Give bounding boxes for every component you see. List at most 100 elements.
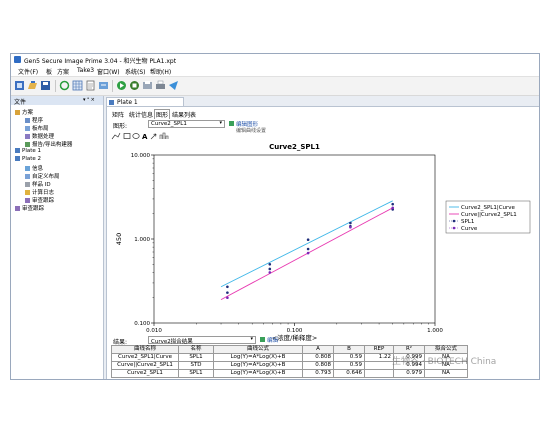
subtab-results-list[interactable]: 结果列表 <box>172 112 197 119</box>
subtab-statistics[interactable]: 统计信息 <box>129 112 154 119</box>
tree-item-calc-log[interactable]: 计算日志 <box>25 188 54 196</box>
subtab-graph[interactable]: 图形 <box>154 109 171 119</box>
menu-take3[interactable]: Take3 <box>77 67 95 74</box>
rectangle-tool-icon[interactable] <box>123 133 131 139</box>
edit-result-button[interactable]: 编辑 <box>267 338 279 344</box>
menu-help[interactable]: 帮助(H) <box>150 69 172 76</box>
arrow-tool-icon[interactable] <box>150 133 157 140</box>
column-header[interactable]: A <box>302 345 334 354</box>
column-header[interactable]: R² <box>393 345 425 354</box>
spl1-point[interactable] <box>268 262 272 266</box>
graph-label: 图形: <box>113 123 128 130</box>
spl1-point[interactable] <box>306 247 310 251</box>
print-preview-icon[interactable] <box>142 80 153 91</box>
refresh-icon[interactable] <box>59 80 70 91</box>
read-plate-icon[interactable] <box>116 80 127 91</box>
export-icon[interactable] <box>98 80 109 91</box>
column-header[interactable]: 名称 <box>178 345 214 354</box>
file-panel-header: 文件 ▾ ᵃ × <box>11 96 103 106</box>
fit-line-sample[interactable] <box>220 200 393 288</box>
cancel-read-icon[interactable] <box>129 80 140 91</box>
new-file-icon[interactable] <box>14 80 25 91</box>
menu-window[interactable]: 窗口(W) <box>97 69 120 76</box>
result-label: 结果: <box>113 339 128 346</box>
graph-select[interactable]: Curve2_SPL1 ▾ <box>148 120 225 128</box>
spl1-point[interactable] <box>226 291 229 294</box>
tree-item-sample-id[interactable]: 样品 ID <box>25 180 51 188</box>
tree-item-info[interactable]: 信息 <box>25 164 43 172</box>
table-cell: 0.59 <box>333 353 365 362</box>
tree-item-plate-2[interactable]: Plate 2 <box>15 156 41 162</box>
curve-point[interactable] <box>391 206 395 210</box>
table-row[interactable]: Curve||Curve2_SPL1 STD Log(Y)=A*Log(X)+B 0.… <box>111 361 468 370</box>
watermark: 生物谷 · BIOTECH China <box>392 357 497 367</box>
table-cell: Curve2_SPL1|Curve <box>111 353 179 362</box>
edit-result-icon[interactable] <box>260 337 265 342</box>
report-icon[interactable] <box>85 80 96 91</box>
menu-plate[interactable]: 板 <box>46 69 53 76</box>
spl1-point[interactable] <box>306 238 310 242</box>
column-header[interactable]: REP <box>364 345 394 354</box>
column-header[interactable]: 拟合公式 <box>424 345 468 354</box>
app-window: Gen5 Secure Image Prime 3.04 - 和兴生物 PLA1… <box>10 53 540 380</box>
tree-item-protocol[interactable]: 方案 <box>15 108 33 116</box>
svg-text:A: A <box>142 133 148 140</box>
curve-point[interactable] <box>349 225 352 229</box>
tree-item-report-builder[interactable]: 报告/导出构建器 <box>25 140 72 148</box>
tree-item-plate-layout[interactable]: 板布局 <box>25 124 49 132</box>
print-icon[interactable] <box>155 80 166 91</box>
spl1-point[interactable] <box>268 267 272 271</box>
layout-icon <box>25 174 30 179</box>
text-tool-icon[interactable]: A <box>142 133 148 141</box>
tab-plate-1[interactable]: Plate 1 <box>106 97 184 107</box>
curve-point[interactable] <box>226 296 229 300</box>
panel-controls-icon[interactable]: ▾ ᵃ × <box>83 97 95 103</box>
window-title: Gen5 Secure Image Prime 3.04 - 和兴生物 PLA1… <box>24 58 177 65</box>
tree-item-data-reduction[interactable]: 数据处理 <box>25 132 54 140</box>
tree-item-audit-trail-root[interactable]: 审查跟踪 <box>15 204 44 212</box>
plot-frame <box>153 154 436 324</box>
toolbar <box>11 77 539 96</box>
fit-line-standard[interactable] <box>220 207 393 300</box>
edit-graph-tooltip: 编辑曲线设置 <box>236 128 267 134</box>
plate-grid-icon[interactable] <box>72 80 83 91</box>
open-file-icon[interactable] <box>27 80 38 91</box>
edit-graph-button[interactable]: 编辑图形 <box>236 122 259 128</box>
tree-item-procedure[interactable]: 程序 <box>25 116 43 124</box>
subtab-matrix[interactable]: 矩阵 <box>112 112 125 119</box>
spl1-point[interactable] <box>226 285 229 289</box>
chevron-down-icon: ▾ <box>250 336 253 342</box>
ellipse-tool-icon[interactable] <box>132 133 140 139</box>
tree-item-plate-1[interactable]: Plate 1 <box>15 148 41 154</box>
curve-point[interactable] <box>306 251 310 255</box>
menu-bar: 文件(F) 板 方案 Take3 窗口(W) 系统(S) 帮助(H) <box>11 65 539 77</box>
table-row[interactable]: Curve2_SPL1 SPL1 Log(Y)=A*Log(X)+B 0.793 0.6… <box>111 369 468 378</box>
data-icon <box>25 134 30 139</box>
result-select[interactable]: Curve2拟合结果 ▾ <box>148 336 256 345</box>
x-axis-label: <浓度/稀释度> <box>272 333 318 341</box>
y-tick-label: 0.100 <box>134 321 150 327</box>
edit-graph-icon[interactable] <box>229 121 234 126</box>
save-icon[interactable] <box>40 80 51 91</box>
spl1-point[interactable] <box>349 221 352 225</box>
app-icon <box>14 56 21 63</box>
id-icon <box>25 182 30 187</box>
line-tool-icon[interactable] <box>111 132 121 140</box>
legend-label: Curve2_SPL1|Curve <box>461 205 516 211</box>
column-header[interactable]: B <box>333 345 365 354</box>
menu-system[interactable]: 系统(S) <box>125 69 146 76</box>
curve-point[interactable] <box>268 271 272 274</box>
tree-item-audit-trail[interactable]: 审查跟踪 <box>25 196 54 204</box>
menu-file[interactable]: 文件(F) <box>18 69 39 76</box>
column-header[interactable]: 曲线名称 <box>111 345 179 354</box>
histogram-tool-icon[interactable] <box>159 132 169 139</box>
table-cell: Curve2_SPL1 <box>111 369 179 378</box>
folder-icon <box>15 110 20 115</box>
tree-item-custom-layout[interactable]: 自定义布局 <box>25 172 60 180</box>
menu-protocol[interactable]: 方案 <box>57 69 70 76</box>
results-grid[interactable]: 曲线名称 名称 曲线公式 A B REP R² 拟合公式 Curve2_SPL1|Curve S… <box>111 345 468 378</box>
column-header[interactable]: 曲线公式 <box>213 345 303 354</box>
spl1-point[interactable] <box>391 202 395 206</box>
send-icon[interactable] <box>168 80 179 91</box>
